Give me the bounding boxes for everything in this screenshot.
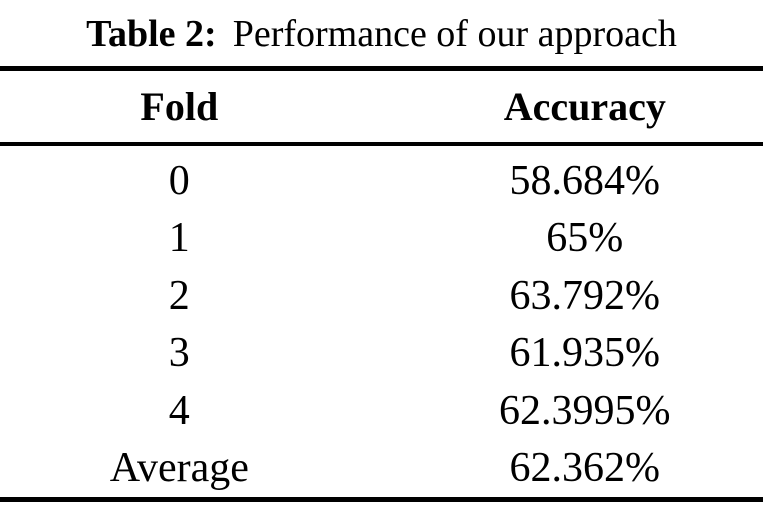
table-caption: Table 2: Performance of our approach: [0, 0, 763, 66]
table-body: 0 58.684% 1 65% 2 63.792% 3 61.935% 4 62…: [0, 146, 763, 497]
accuracy-cell: 62.362%: [509, 445, 661, 492]
column-header-accuracy: Accuracy: [503, 84, 666, 129]
fold-cell: 0: [168, 157, 190, 204]
table-row: 2 63.792%: [0, 267, 763, 325]
column-header-fold: Fold: [140, 84, 219, 129]
table-top-rule: [0, 66, 763, 71]
table-row: 4 62.3995%: [0, 382, 763, 440]
table-row: Average 62.362%: [0, 440, 763, 498]
table-row: 1 65%: [0, 210, 763, 268]
accuracy-cell: 61.935%: [509, 330, 661, 377]
accuracy-cell: 65%: [546, 215, 624, 262]
table-header-row: Fold Accuracy: [0, 71, 763, 142]
table-caption-text: Performance of our approach: [232, 13, 677, 55]
table-caption-label: Table 2:: [86, 13, 217, 55]
fold-cell: 1: [168, 215, 190, 262]
fold-cell: 4: [168, 387, 190, 434]
accuracy-cell: 62.3995%: [499, 387, 671, 434]
table-row: 3 61.935%: [0, 325, 763, 383]
fold-cell: Average: [109, 445, 249, 492]
table-bottom-rule: [0, 497, 763, 502]
fold-cell: 3: [168, 330, 190, 377]
table-header-rule: [0, 142, 763, 146]
accuracy-cell: 58.684%: [509, 157, 661, 204]
accuracy-cell: 63.792%: [509, 272, 661, 319]
fold-cell: 2: [168, 272, 190, 319]
table-row: 0 58.684%: [0, 152, 763, 210]
